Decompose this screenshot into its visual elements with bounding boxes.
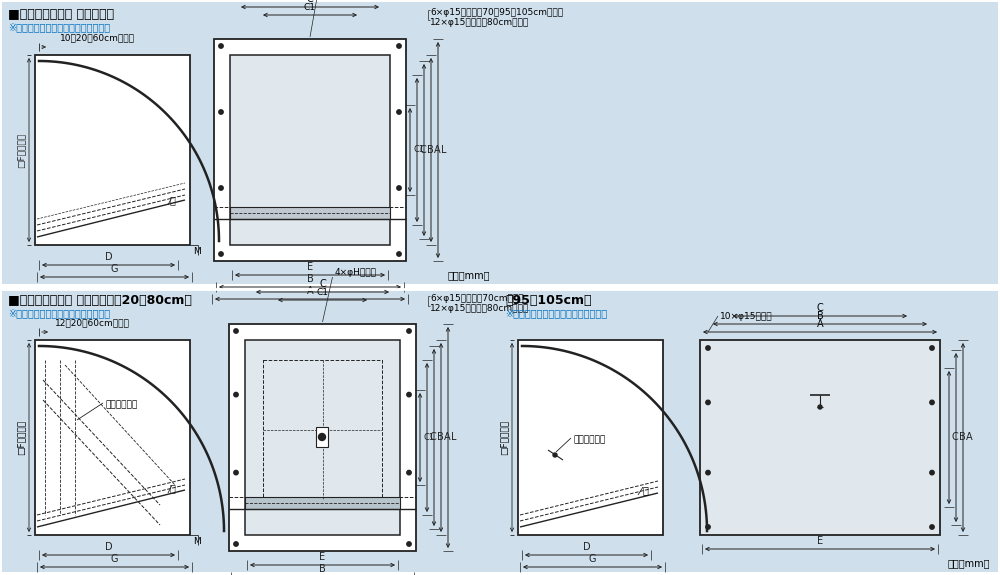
Text: 網: 網 [169,195,175,205]
Text: □F（内寸）: □F（内寸） [16,420,26,455]
Text: （単位mm）: （単位mm） [948,558,990,568]
Text: 10（20～60cmのみ）: 10（20～60cmのみ） [60,33,135,42]
Text: C: C [817,303,823,313]
Circle shape [706,400,710,405]
Text: □F（内寸）: □F（内寸） [500,420,509,455]
Text: □F（内寸）: □F（内寸） [16,132,26,167]
Bar [35,55,190,245]
Text: C: C [420,145,427,155]
Text: B: B [817,311,823,321]
Text: 網: 網 [643,485,649,495]
Circle shape [553,453,557,457]
Text: B: B [437,432,444,443]
Text: L: L [451,432,456,443]
Circle shape [930,470,934,475]
Text: E: E [319,552,326,562]
Text: 6×φ15取付穴（70、95、105cmのみ）: 6×φ15取付穴（70、95、105cmのみ） [430,8,563,17]
Text: M: M [193,247,201,256]
Text: 12×φ15取付穴（80cmのみ）: 12×φ15取付穴（80cmのみ） [430,18,529,27]
Circle shape [219,44,223,48]
Text: B: B [307,274,313,284]
Text: L: L [441,145,446,155]
Text: ※外観は機種により多少異なります。: ※外観は機種により多少異なります。 [505,308,607,318]
Text: C1: C1 [304,3,316,12]
Bar [245,340,400,535]
Text: ■外形図　排気形 標準タイプ: ■外形図 排気形 標準タイプ [8,8,114,21]
Circle shape [930,346,934,350]
Text: D: D [105,252,112,262]
Circle shape [219,110,223,114]
Circle shape [706,525,710,529]
Text: 6×φ15取付穴（70cmのみ）: 6×φ15取付穴（70cmのみ） [430,294,524,303]
Circle shape [706,346,710,350]
Bar [229,324,416,551]
Bar [700,340,940,535]
Circle shape [234,542,238,546]
Bar [2,2,998,284]
Text: 12×φ15取付穴（80cmのみ）: 12×φ15取付穴（80cmのみ） [430,304,529,313]
Text: C1: C1 [316,288,328,297]
Circle shape [407,392,411,397]
Circle shape [407,329,411,333]
Circle shape [930,525,934,529]
Bar [2,290,998,572]
Circle shape [397,252,401,256]
Text: C: C [319,279,326,289]
Text: G: G [111,264,118,274]
Text: （単位mm）: （単位mm） [448,270,490,280]
Text: C1: C1 [423,433,434,442]
Text: B: B [959,432,966,443]
Text: A: A [434,145,441,155]
Text: A: A [966,432,973,443]
Text: A: A [817,319,823,329]
Text: D: D [583,542,590,552]
Circle shape [234,329,238,333]
Circle shape [397,44,401,48]
Text: E: E [817,536,823,546]
Bar [214,39,406,261]
Circle shape [706,470,710,475]
Text: M: M [193,537,201,546]
Text: B: B [319,564,326,574]
Bar [230,207,390,219]
Circle shape [397,186,401,190]
Circle shape [234,470,238,475]
Text: G: G [589,554,596,564]
Bar [35,340,190,535]
Text: 12（20～60cmのみ）: 12（20～60cmのみ） [55,318,130,327]
Circle shape [219,186,223,190]
Text: ※外観は機種により多少異なります。: ※外観は機種により多少異なります。 [8,308,110,318]
Text: C: C [307,0,313,4]
Text: ※外観は機種により多少異なります。: ※外観は機種により多少異なります。 [8,22,110,32]
Text: 温度ヒューズ: 温度ヒューズ [573,435,605,444]
Text: A: A [444,432,451,443]
Circle shape [219,252,223,256]
Circle shape [818,405,822,409]
Text: B: B [427,145,434,155]
Text: （95、105cm）: （95、105cm） [505,294,592,307]
Circle shape [318,434,326,440]
Text: C: C [430,432,437,443]
Circle shape [930,400,934,405]
Bar [230,55,390,245]
Bar [316,427,328,447]
Bar [518,340,663,535]
Circle shape [397,110,401,114]
Bar [245,497,400,509]
Text: G: G [111,554,118,564]
Text: A: A [307,286,313,296]
Circle shape [234,392,238,397]
Text: ■外形図　排気形 防火タイプ（20～80cm）: ■外形図 排気形 防火タイプ（20～80cm） [8,294,192,307]
Text: 温度ヒューズ: 温度ヒューズ [105,400,137,409]
Text: C1: C1 [413,145,424,155]
Text: 10×φ15取付穴: 10×φ15取付穴 [720,312,773,321]
Circle shape [407,542,411,546]
Bar [263,360,382,500]
Text: C: C [952,432,959,443]
Text: 網: 網 [169,483,175,493]
Circle shape [407,470,411,475]
Text: 4×φH取付穴: 4×φH取付穴 [334,268,376,277]
Text: D: D [105,542,112,552]
Text: E: E [307,262,313,272]
